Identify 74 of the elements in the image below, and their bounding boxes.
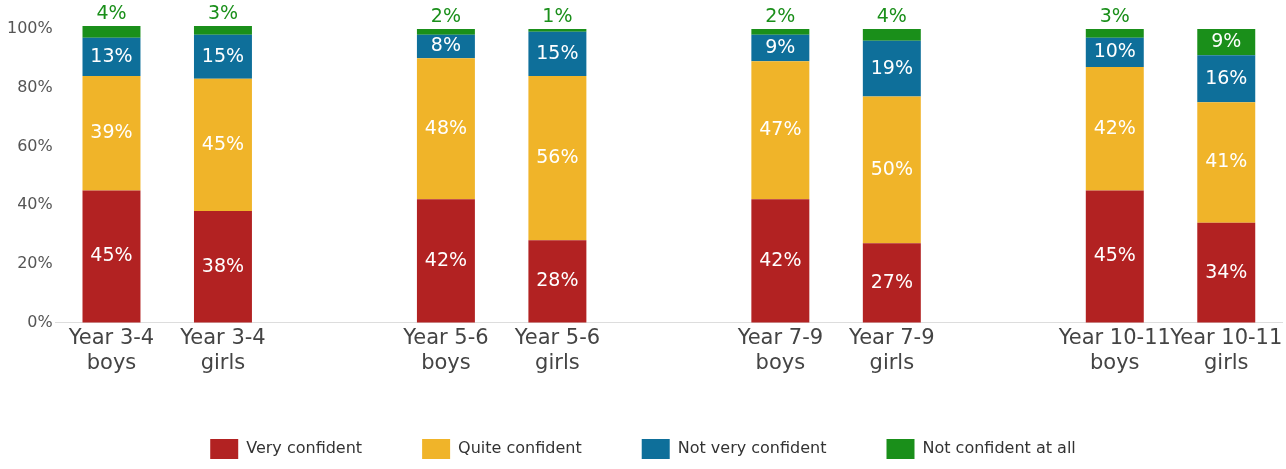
data-label: 13% <box>90 43 133 66</box>
x-tick-label: Year 10-11 girls <box>1169 324 1283 374</box>
y-tick-label: 40% <box>17 194 53 214</box>
data-label: 45% <box>1093 243 1136 266</box>
data-label: 1% <box>542 3 573 26</box>
bar <box>193 211 252 323</box>
bar <box>1085 28 1144 38</box>
data-label: 38% <box>201 253 245 276</box>
bar <box>416 28 475 35</box>
y-tick-label: 100% <box>6 18 53 38</box>
data-label: 8% <box>430 33 461 56</box>
bar <box>862 243 921 323</box>
bar <box>528 75 587 241</box>
data-label: 15% <box>201 43 245 66</box>
data-label: 10% <box>1093 39 1136 62</box>
bar <box>1085 67 1144 191</box>
data-label: 42% <box>1093 115 1136 138</box>
x-tick-label: Year 3-4 boys <box>67 324 155 374</box>
bar <box>862 40 921 97</box>
x-tick-label: Year 7-9 boys <box>736 324 824 374</box>
x-tick-label: Year 5-6 girls <box>513 324 601 374</box>
bar <box>82 190 141 323</box>
legend-label: Not very confident <box>677 438 827 458</box>
legend-label: Quite confident <box>458 438 582 458</box>
data-label: 45% <box>201 131 245 154</box>
data-label: 56% <box>536 145 579 168</box>
bar <box>82 26 141 38</box>
y-tick-label: 60% <box>17 135 53 155</box>
data-label: 3% <box>1099 3 1130 26</box>
bar <box>193 78 252 212</box>
data-label: 41% <box>1205 149 1248 172</box>
data-label: 50% <box>870 156 913 179</box>
x-tick-label: Year 3-4 girls <box>179 324 266 374</box>
data-label: 9% <box>765 34 796 57</box>
y-tick-label: 80% <box>17 76 53 96</box>
data-label: 48% <box>424 115 468 138</box>
x-tick-label: Year 5-6 boys <box>402 324 489 374</box>
bar <box>416 199 475 323</box>
data-label: 28% <box>536 268 579 291</box>
bar <box>1197 222 1256 323</box>
data-label: 42% <box>759 247 802 270</box>
bar <box>862 28 921 41</box>
data-label: 4% <box>876 3 907 26</box>
bar <box>82 75 141 191</box>
data-label: 2% <box>765 3 796 26</box>
legend-label: Very confident <box>246 438 363 458</box>
legend-label: Not confident at all <box>922 438 1076 458</box>
bar <box>528 28 587 32</box>
bar <box>751 199 810 323</box>
data-label: 16% <box>1205 65 1248 88</box>
data-label: 45% <box>90 243 133 266</box>
data-label: 42% <box>424 247 468 270</box>
data-label: 4% <box>96 0 127 23</box>
data-label: 19% <box>870 55 913 78</box>
bar <box>528 240 587 323</box>
data-label: 3% <box>207 0 239 23</box>
bar <box>1085 190 1144 323</box>
bar <box>751 28 810 35</box>
bar <box>862 96 921 244</box>
data-label: 15% <box>536 40 579 63</box>
data-label: 39% <box>90 120 133 143</box>
data-label: 9% <box>1211 29 1242 52</box>
bar <box>193 26 252 35</box>
x-tick-label: Year 7-9 girls <box>848 324 935 374</box>
data-label: 47% <box>759 117 802 140</box>
bar <box>1197 102 1256 223</box>
data-label: 34% <box>1205 259 1248 282</box>
y-tick-label: 20% <box>17 253 53 273</box>
data-label: 2% <box>430 3 461 26</box>
data-label: 27% <box>870 269 913 292</box>
bar <box>416 58 475 200</box>
bar <box>751 61 810 200</box>
y-tick-label: 0% <box>27 311 53 331</box>
x-tick-label: Year 10-11 boys <box>1057 324 1171 374</box>
